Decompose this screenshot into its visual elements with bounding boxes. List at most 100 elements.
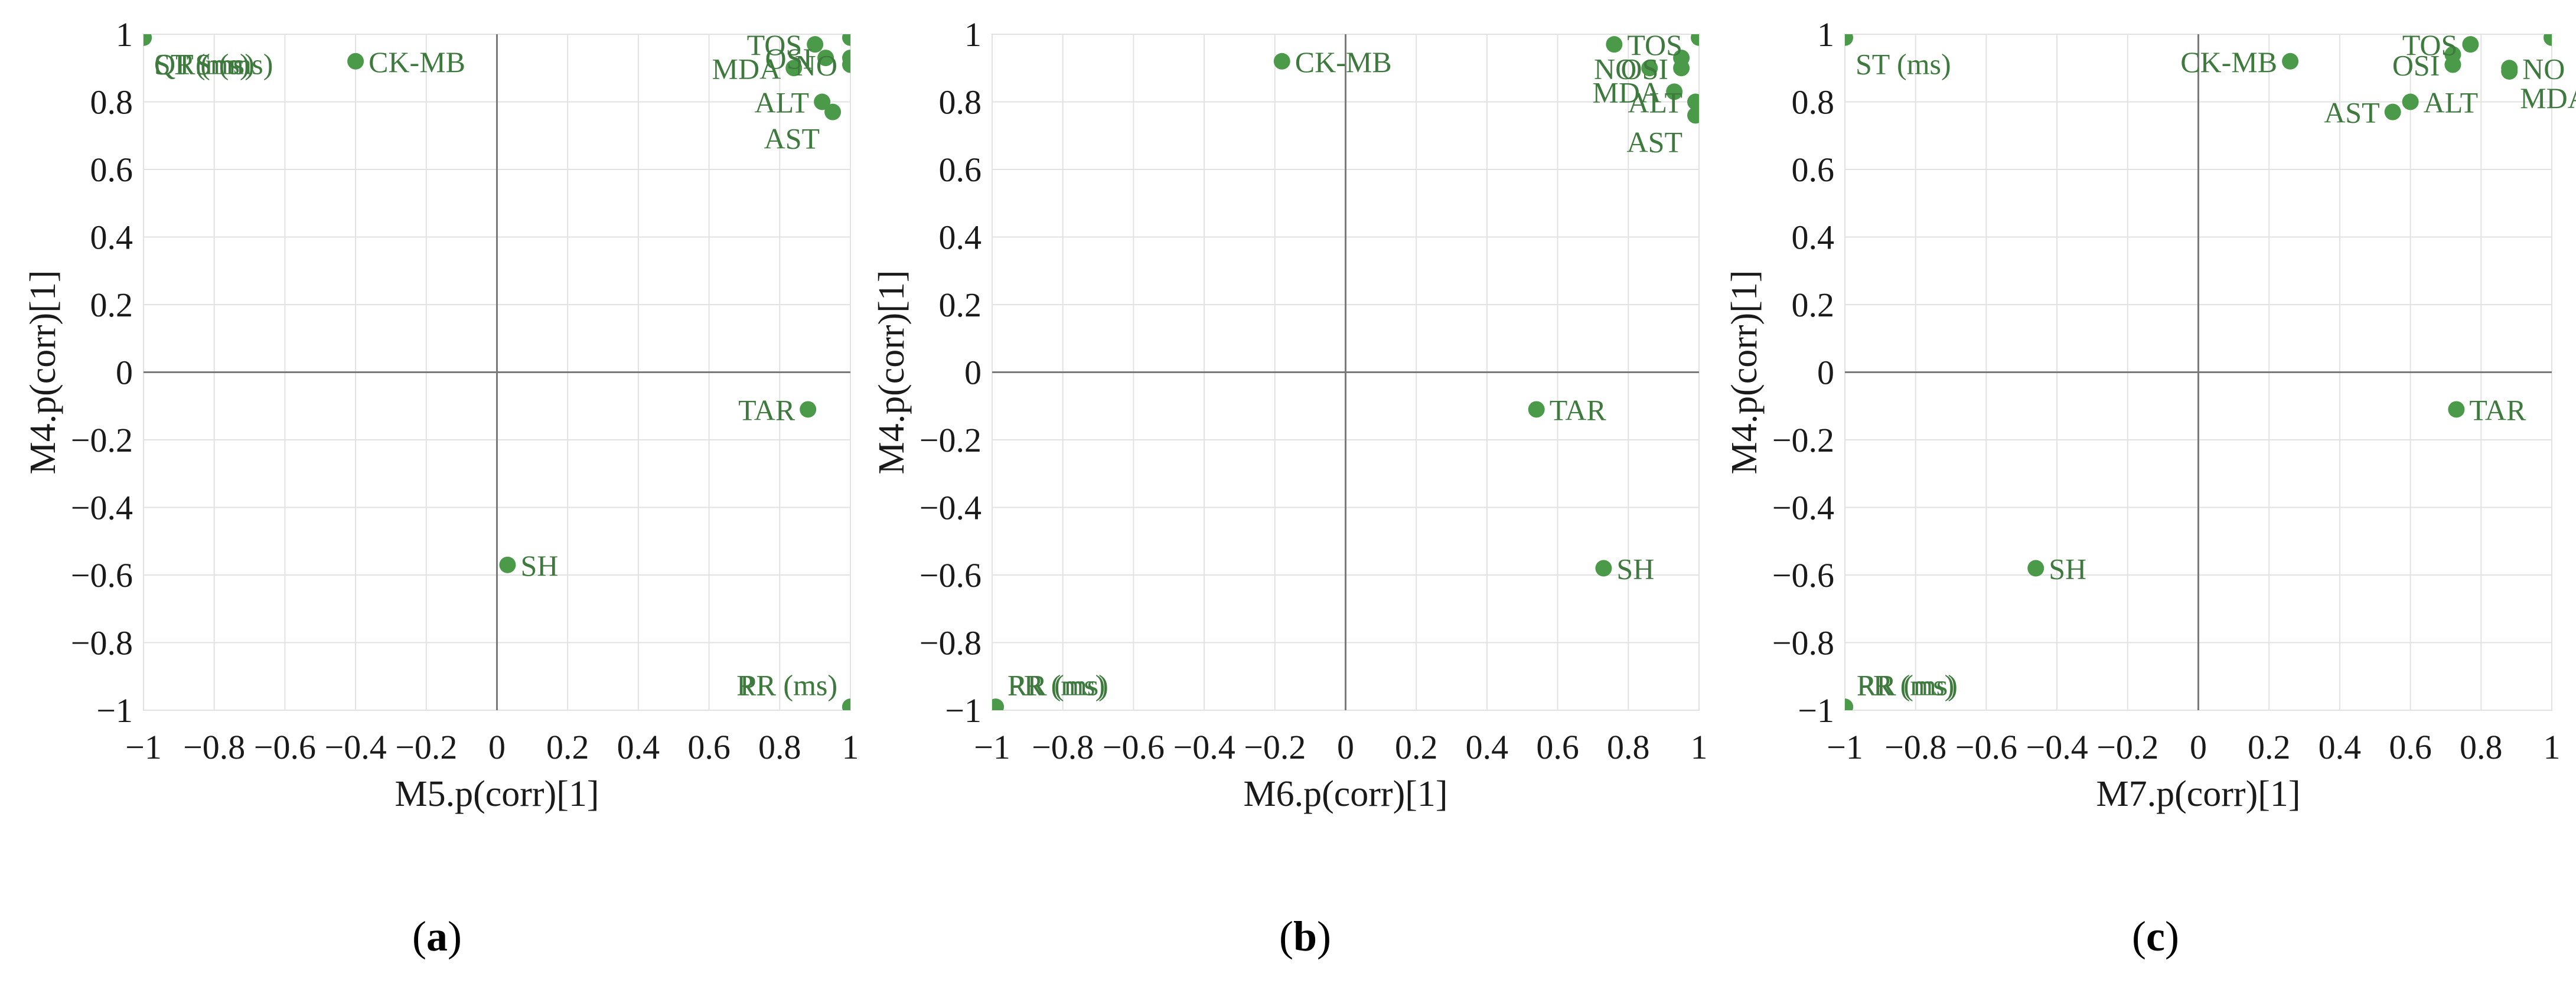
marker-group xyxy=(144,34,850,710)
y-tick-label: −0.6 xyxy=(1772,556,1834,595)
data-point-osi xyxy=(2444,56,2461,73)
y-tick-label: 0 xyxy=(1817,354,1834,392)
point-label-mda: MDA xyxy=(1592,76,1661,109)
x-tick-label: −0.2 xyxy=(1244,728,1306,766)
x-tick-label: 0.2 xyxy=(546,728,589,766)
point-label-pr-ms: PR (ms) xyxy=(1007,668,1105,701)
point-label-tos: TOS xyxy=(747,28,803,61)
data-point-rr-ms xyxy=(1845,698,1853,710)
point-label-ck-mb: CK-MB xyxy=(369,45,465,79)
x-tick-label: 0.4 xyxy=(2319,728,2362,766)
data-point-ck-mb xyxy=(347,53,364,70)
y-axis-label: M4.p(corr)[1] xyxy=(23,270,63,474)
point-label-osi: OSI xyxy=(1620,52,1668,85)
point-label-alt: ALT xyxy=(755,86,810,119)
point-label-sh: SH xyxy=(2049,553,2086,586)
point-label-pr-ms: PR (ms) xyxy=(1857,668,1954,701)
y-tick-label: 0 xyxy=(964,354,982,392)
data-point-osi xyxy=(1673,60,1690,77)
point-label-tos: TOS xyxy=(1627,28,1682,61)
point-label-pr-ms: PR (ms) xyxy=(740,668,837,701)
y-tick-label: 1 xyxy=(1817,15,1834,54)
y-tick-label: −0.8 xyxy=(919,624,982,662)
y-tick-label: 0.4 xyxy=(939,218,982,257)
x-tick-label: 0.2 xyxy=(1395,728,1438,766)
y-axis-label: M4.p(corr)[1] xyxy=(872,270,912,474)
x-tick-label: 0.4 xyxy=(1466,728,1509,766)
x-tick-label: 0.4 xyxy=(617,728,660,766)
x-tick-label: −0.6 xyxy=(254,728,316,766)
y-tick-label: 1 xyxy=(116,15,133,54)
y-tick-label: −0.4 xyxy=(1772,489,1834,527)
point-label-no: NO xyxy=(795,49,837,82)
y-tick-label: 0.4 xyxy=(1792,218,1835,257)
point-label-alt: ALT xyxy=(1628,86,1682,119)
x-axis-label: M6.p(corr)[1] xyxy=(1243,774,1447,814)
y-tick-label: 0.6 xyxy=(1792,151,1835,189)
x-tick-label: 0.6 xyxy=(687,728,731,766)
x-tick-label: −0.2 xyxy=(395,728,457,766)
x-tick-label: 0.6 xyxy=(1536,728,1579,766)
x-tick-label: −0.4 xyxy=(1173,728,1235,766)
point-label-rr-ms: RR (ms) xyxy=(736,668,837,701)
x-tick-label: −1 xyxy=(1827,728,1863,766)
point-label-st-ms: ST (ms) xyxy=(1856,48,1951,81)
x-tick-label: 1 xyxy=(842,728,859,766)
y-tick-label: −0.8 xyxy=(1772,624,1834,662)
data-point-ck-mb xyxy=(2282,53,2299,70)
y-tick-label: 0.4 xyxy=(90,218,133,257)
data-point-rr-ms xyxy=(992,698,1004,710)
data-point-tar xyxy=(800,401,817,418)
point-label-rr-ms: RR (ms) xyxy=(1007,668,1108,701)
y-tick-label: 0.6 xyxy=(90,151,133,189)
data-point-unlabeled xyxy=(842,50,850,67)
point-label-tar: TAR xyxy=(738,393,795,426)
y-axis-label: M4.p(corr)[1] xyxy=(1724,270,1765,474)
data-point-sh xyxy=(1595,560,1612,577)
point-label-mda: MDA xyxy=(712,52,781,85)
x-axis-label: M5.p(corr)[1] xyxy=(394,774,599,814)
y-tick-label: −0.8 xyxy=(71,624,133,662)
data-point-alt xyxy=(2402,93,2419,110)
y-tick-label: 0.2 xyxy=(1792,286,1835,324)
data-point-mda xyxy=(1666,83,1683,100)
caption-b: (b) xyxy=(1279,913,1331,960)
data-point-sh xyxy=(499,556,516,573)
y-tick-label: −1 xyxy=(96,691,133,730)
y-tick-label: 0.2 xyxy=(90,286,133,324)
x-tick-label: 0.2 xyxy=(2248,728,2291,766)
data-point-osi xyxy=(817,50,834,67)
point-label-qt-ms: QT (ms) xyxy=(154,48,255,81)
point-label-rr-ms: RR (ms) xyxy=(1857,668,1958,701)
y-tick-label: 0.8 xyxy=(90,83,133,122)
point-label-st-ms: ST (ms) xyxy=(154,48,250,81)
y-tick-label: 1 xyxy=(964,15,982,54)
point-label-ast: AST xyxy=(2324,96,2379,129)
x-tick-label: 0.8 xyxy=(2460,728,2503,766)
point-label-tar: TAR xyxy=(1550,393,1607,426)
y-tick-label: 0 xyxy=(116,354,133,392)
data-point-alt xyxy=(814,93,831,110)
data-point-mda xyxy=(785,60,803,77)
point-label-ck-mb: CK-MB xyxy=(1295,45,1392,79)
x-tick-label: −1 xyxy=(125,728,162,766)
y-tick-label: −0.2 xyxy=(71,421,133,459)
y-tick-label: −1 xyxy=(945,691,982,730)
y-tick-label: 0.8 xyxy=(939,83,982,122)
caption-c: (c) xyxy=(2132,913,2179,960)
point-label-tos: TOS xyxy=(2402,28,2458,61)
data-point-tos xyxy=(1606,36,1623,53)
y-tick-label: −0.6 xyxy=(71,556,133,595)
x-tick-label: −0.6 xyxy=(1103,728,1165,766)
scatter-panel-a: −1 −0.8 −0.6 −0.4 −0.2 0 0.2 0.4 0.6 0.8 1−1−0.8−0… xyxy=(23,15,859,814)
data-point-sh xyxy=(2027,560,2045,577)
point-label-ck-mb: CK-MB xyxy=(2180,45,2277,79)
point-label-tar: TAR xyxy=(2469,393,2526,426)
x-tick-label: −0.4 xyxy=(2026,728,2088,766)
point-label-osi: OSI xyxy=(2392,49,2440,82)
x-tick-label: −0.8 xyxy=(183,728,245,766)
point-label-mda: MDA xyxy=(2520,81,2576,115)
data-point-unlabeled xyxy=(1691,34,1699,46)
x-tick-label: −1 xyxy=(974,728,1010,766)
